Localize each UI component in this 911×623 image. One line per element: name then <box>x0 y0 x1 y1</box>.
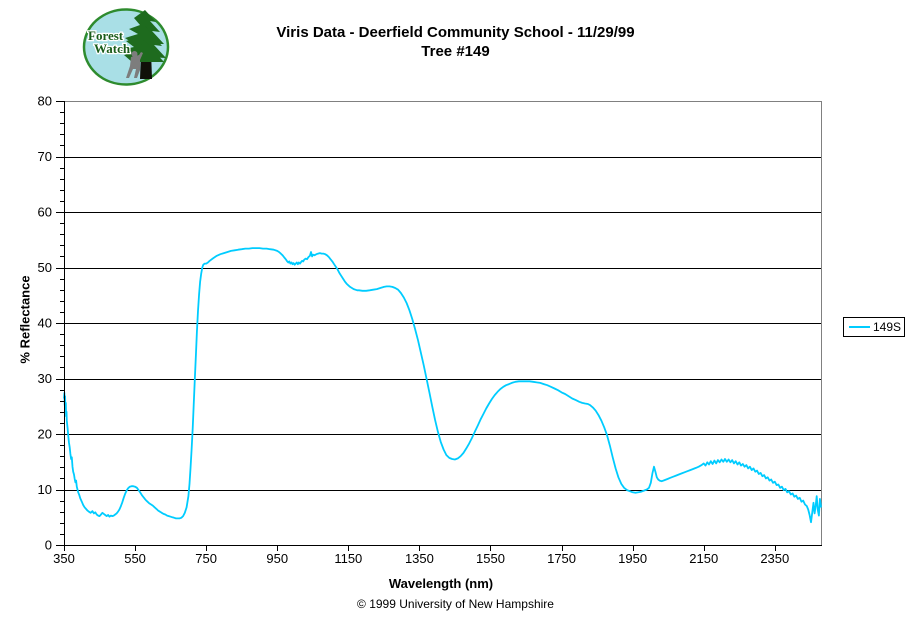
chart-title: Viris Data - Deerfield Community School … <box>0 23 911 61</box>
y-tick-label-70: 70 <box>38 149 52 164</box>
series-line-149S <box>63 247 822 524</box>
y-tick-label-80: 80 <box>38 94 52 109</box>
logo-tree-foliage-icon <box>120 10 166 62</box>
y-tick-label-50: 50 <box>38 260 52 275</box>
x-tick-label-1950: 1950 <box>618 551 647 566</box>
x-tick-label-2350: 2350 <box>760 551 789 566</box>
x-tick-label-2150: 2150 <box>689 551 718 566</box>
forest-watch-logo: Forest Watch <box>82 8 170 86</box>
y-axis-title: % Reflectance <box>17 275 33 364</box>
y-tick-label-30: 30 <box>38 371 52 386</box>
x-tick-label-750: 750 <box>195 551 217 566</box>
x-tick-label-350: 350 <box>53 551 75 566</box>
y-tick-label-10: 10 <box>38 482 52 497</box>
x-tick-label-1150: 1150 <box>334 551 362 566</box>
y-tick-label-20: 20 <box>38 427 52 442</box>
x-tick-label-1350: 1350 <box>405 551 434 566</box>
chart-title-line1: Viris Data - Deerfield Community School … <box>276 24 635 41</box>
y-tick-label-60: 60 <box>38 205 52 220</box>
x-axis-title: Wavelength (nm) <box>388 576 494 591</box>
logo-person-icon <box>126 51 143 78</box>
legend-line-sample-icon <box>849 326 870 328</box>
x-tick-label-1750: 1750 <box>547 551 576 566</box>
copyright-text: © 1999 University of New Hampshire <box>357 597 554 611</box>
x-tick-label-550: 550 <box>124 551 146 566</box>
logo-text-watch: Watch <box>94 41 131 56</box>
legend-series-label: 149S <box>873 320 902 334</box>
x-tick-label-1550: 1550 <box>476 551 505 566</box>
y-tick-label-0: 0 <box>45 538 52 553</box>
y-tick-label-40: 40 <box>38 316 52 331</box>
x-tick-label-950: 950 <box>266 551 288 566</box>
legend-box: 149S <box>843 317 905 337</box>
logo-text-forest: Forest <box>88 28 124 43</box>
chart-title-line2: Tree #149 <box>421 43 490 60</box>
